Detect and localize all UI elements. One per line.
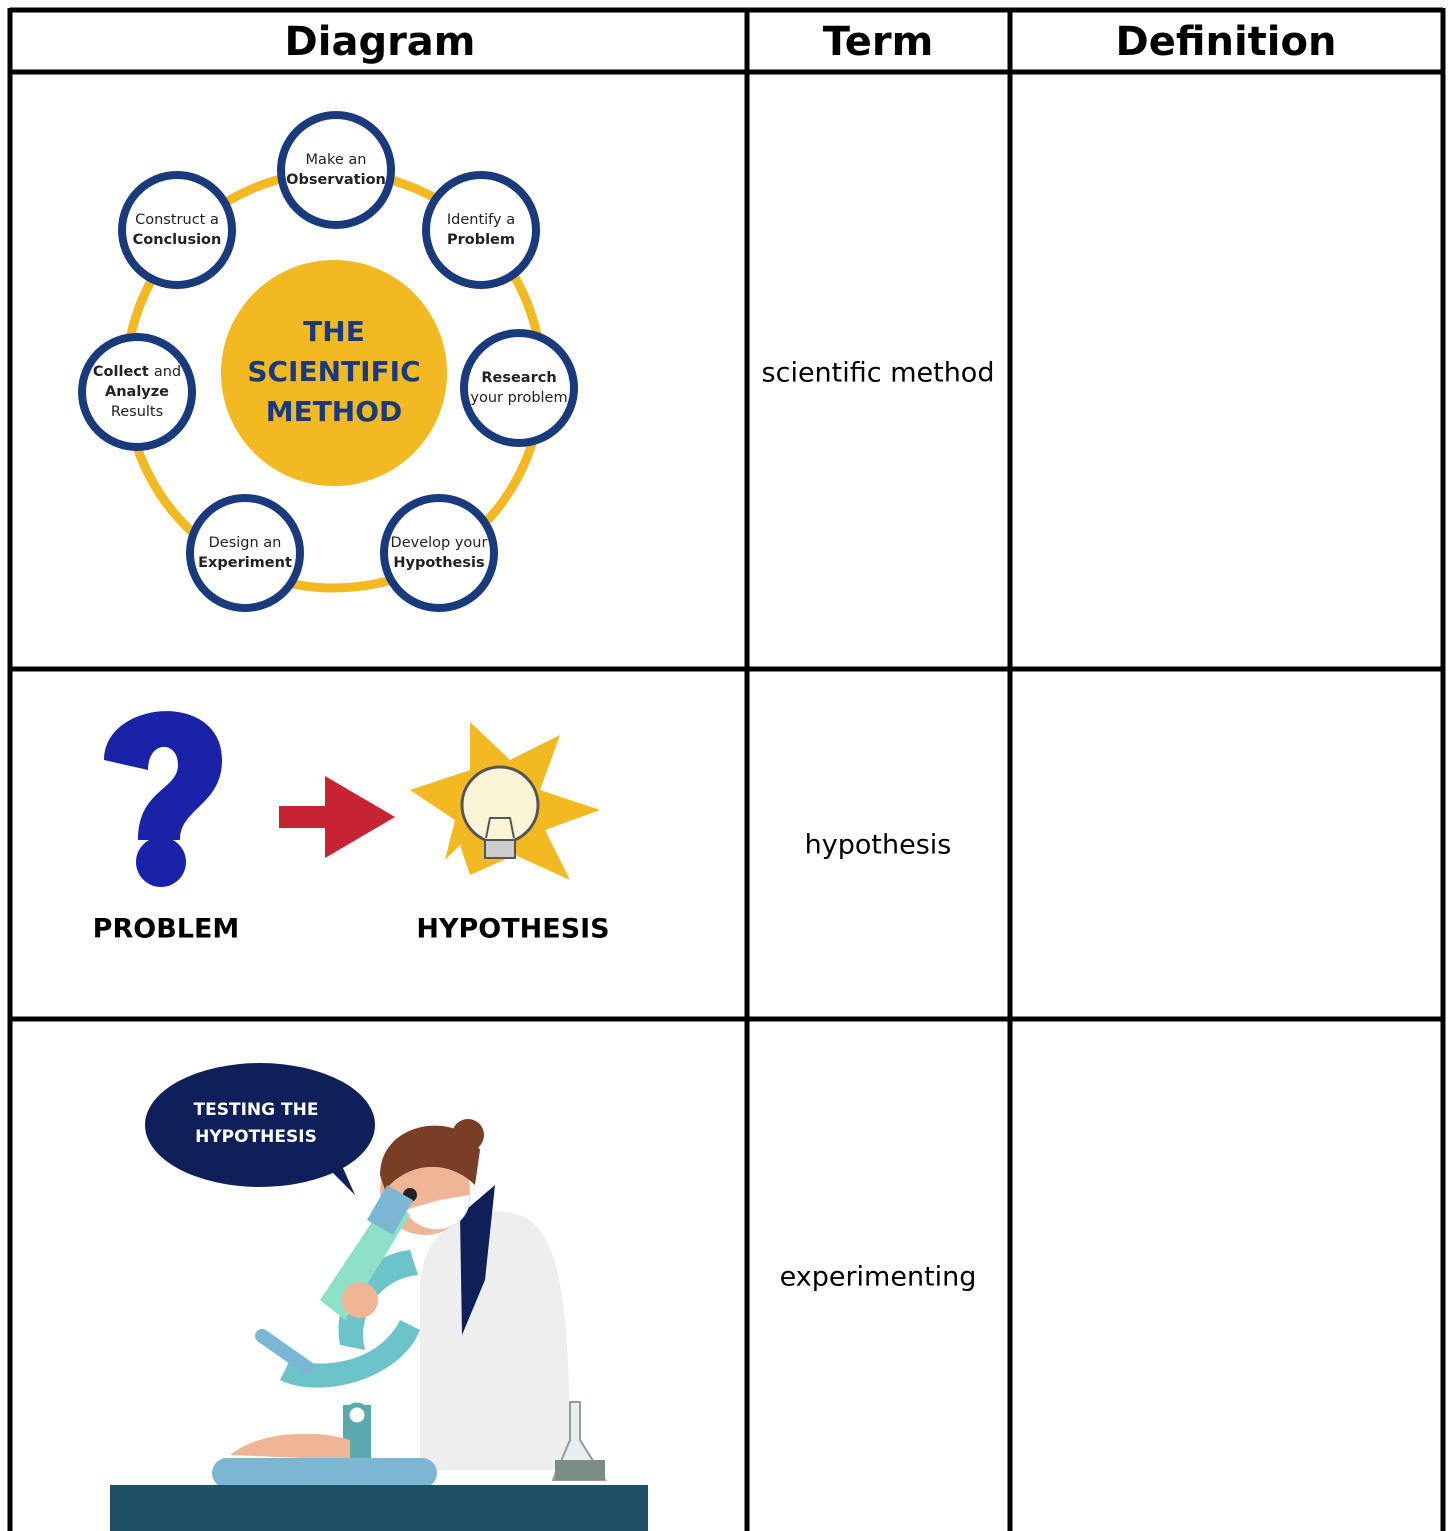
node-label-part: Experiment [198,555,292,571]
node-circle [422,171,540,289]
term: hypothesis [805,830,952,861]
header-cell: Term [823,19,934,65]
scientific-method-diagram: THE SCIENTIFIC METHOD Make an Observation Ide… [78,111,578,612]
node-circle [186,494,304,612]
node-label: Develop your [391,535,488,551]
node-label-part: Research [481,370,556,386]
center-text: THE [303,315,365,348]
node-circle [380,494,498,612]
node-label-part: Construct a [135,212,219,228]
node-circle [78,333,196,451]
node-label-part: Make an [306,152,367,168]
node-label-part: Design an [209,535,282,551]
node-label: Problem [447,232,515,248]
node-label: Identify a [447,212,515,228]
node-label-part: Results [111,404,163,420]
node-label-part: your problem [470,390,567,406]
term: scientific method [762,358,995,389]
node-label-part: Develop your [391,535,488,551]
node-label: Construct a [135,212,219,228]
node-label: Experiment [198,555,292,571]
experiment-diagram: TESTING THE HYPOTHESIS [110,1063,648,1531]
node-label: Results [111,404,163,420]
center-text: SCIENTIFIC [247,355,420,388]
node-circle [277,111,395,229]
node-label: your problem [470,390,567,406]
bubble-text: HYPOTHESIS [195,1127,317,1147]
center-text: METHOD [266,395,403,428]
term: experimenting [780,1262,977,1293]
node-label: Collect and [93,364,181,380]
node-circle [460,329,578,447]
header-cell: Definition [1116,19,1337,65]
node-label-part: Hypothesis [393,555,484,571]
node-label: Conclusion [133,232,222,248]
node-label: Research [481,370,556,386]
node-label: Make an [306,152,367,168]
node-label-part: Identify a [447,212,515,228]
node-circle [118,171,236,289]
node-label-part: Collect [93,364,149,380]
node-label-part: Conclusion [133,232,222,248]
node-label: Hypothesis [393,555,484,571]
hypothesis-diagram: PROBLEM HYPOTHESIS [93,711,610,945]
diagram-label: PROBLEM [93,914,240,945]
node-label-part: Problem [447,232,515,248]
node-label: Analyze [105,384,169,400]
node-label-part: and [154,364,181,380]
node-label-part: Observation [286,172,386,188]
diagram-label: HYPOTHESIS [416,914,609,945]
node-label: Design an [209,535,282,551]
node-label: Observation [286,172,386,188]
header-cell: Diagram [285,19,476,65]
node-label-part: Analyze [105,384,169,400]
bubble-text: TESTING THE [194,1100,319,1120]
table-lines [7,7,1446,1531]
